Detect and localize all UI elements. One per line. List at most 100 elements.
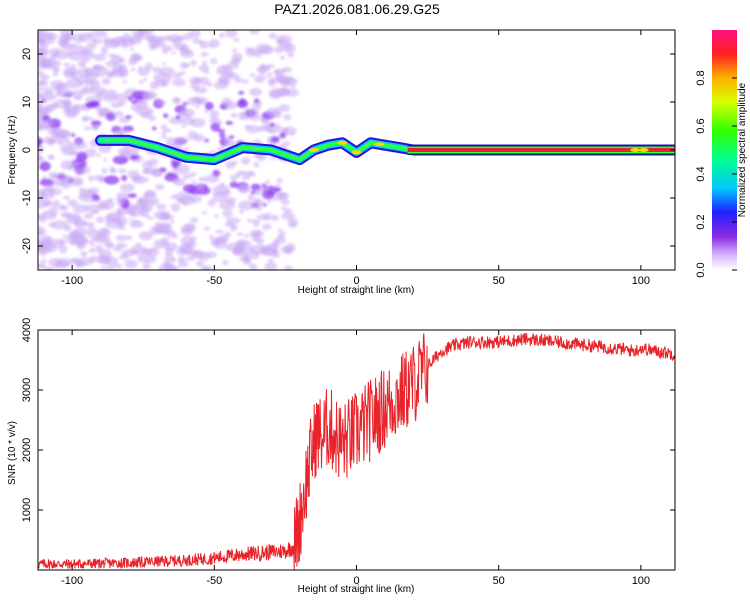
y-tick-label: 3000 [21,378,33,402]
noise-blob [137,67,150,77]
track-hotspot [638,148,649,152]
noise-blob [162,113,169,118]
noise-blob [115,234,129,242]
noise-blob [198,176,207,182]
noise-blob [283,43,296,54]
noise-blob [149,197,160,205]
noise-blob [119,183,135,192]
noise-blob [164,251,173,257]
noise-blob [244,108,255,114]
noise-blob [253,199,264,206]
noise-blob [153,239,165,250]
noise-blob [267,199,272,204]
noise-blob [186,113,192,118]
noise-blob [231,224,237,228]
snr-series-line [38,332,675,570]
noise-blob [164,255,176,263]
noise-blob [84,126,91,131]
noise-blob [207,199,216,207]
spectrogram-y-label: Frequency (Hz) [7,116,18,185]
track-hotspot [630,148,641,152]
noise-blob [189,30,201,38]
noise-blob [178,109,187,118]
noise-blob [146,216,154,220]
noise-blob [171,51,176,55]
noise-blob [226,72,239,80]
noise-blob [117,209,124,215]
colorbar-tick-label: 0.2 [695,214,707,229]
noise-blob [85,227,99,238]
noise-blob [59,171,65,176]
noise-blob [259,186,270,193]
noise-blob [281,206,286,210]
noise-blob [281,212,296,220]
noise-blob [274,72,284,82]
noise-blob [49,138,56,145]
noise-blob [91,37,97,43]
y-tick-label: 10 [21,96,33,108]
noise-blob [38,111,42,117]
noise-blob [72,33,85,43]
noise-blob [259,64,266,70]
y-tick-label: 20 [21,48,33,60]
noise-blob [225,30,238,38]
noise-blob [59,204,66,209]
noise-blob [283,208,293,214]
snr-panel: -100 -50 0 50 100 1000 2000 3000 4000 Height of… [7,318,676,595]
noise-blob [129,245,149,256]
noise-blob [236,232,244,237]
noise-blob [284,265,294,270]
noise-blob [170,203,180,212]
x-tick-label: -100 [61,275,83,287]
noise-blob [58,245,68,254]
track-hotspot [374,142,385,147]
noise-blob [222,77,231,86]
noise-blob [218,32,226,38]
noise-blob [81,115,91,122]
noise-blob [70,133,76,137]
noise-blob [40,259,47,264]
noise-blob [249,263,258,270]
noise-blob [69,140,88,150]
noise-blob [199,77,210,86]
noise-blob [155,184,165,190]
noise-blob [280,231,287,236]
noise-blob [195,105,200,109]
noise-blob [283,114,292,121]
noise-blob [123,32,130,38]
noise-blob [82,85,90,93]
y-tick-label: 0 [21,147,33,153]
noise-blob [288,222,298,228]
noise-blob [248,247,256,252]
noise-blob [182,201,188,206]
noise-blob [182,173,192,180]
noise-blob [138,231,153,241]
colorbar-gradient [712,30,737,270]
noise-blob [134,242,142,247]
noise-blob [118,70,126,78]
x-tick-label: 50 [493,275,505,287]
snr-y-label: SNR (10 * v/v) [7,421,18,485]
noise-blob [234,76,243,83]
noise-blob [236,99,249,109]
noise-blob [160,124,168,130]
noise-blob [274,108,279,112]
noise-blob [105,60,118,68]
noise-blob [38,56,50,65]
noise-blob [103,94,118,103]
x-tick-label: 100 [632,575,650,587]
noise-blob [63,62,70,68]
noise-blob [105,243,115,250]
noise-blob [214,214,219,218]
noise-blob [191,249,205,259]
noise-blob [241,79,249,84]
noise-blob [78,187,87,193]
noise-blob [90,125,100,131]
noise-blob [275,183,281,189]
noise-blob [120,40,129,49]
noise-blob [124,259,138,269]
noise-blob [38,155,42,160]
noise-blob [72,204,89,213]
noise-blob [104,256,119,267]
noise-blob [121,175,128,181]
